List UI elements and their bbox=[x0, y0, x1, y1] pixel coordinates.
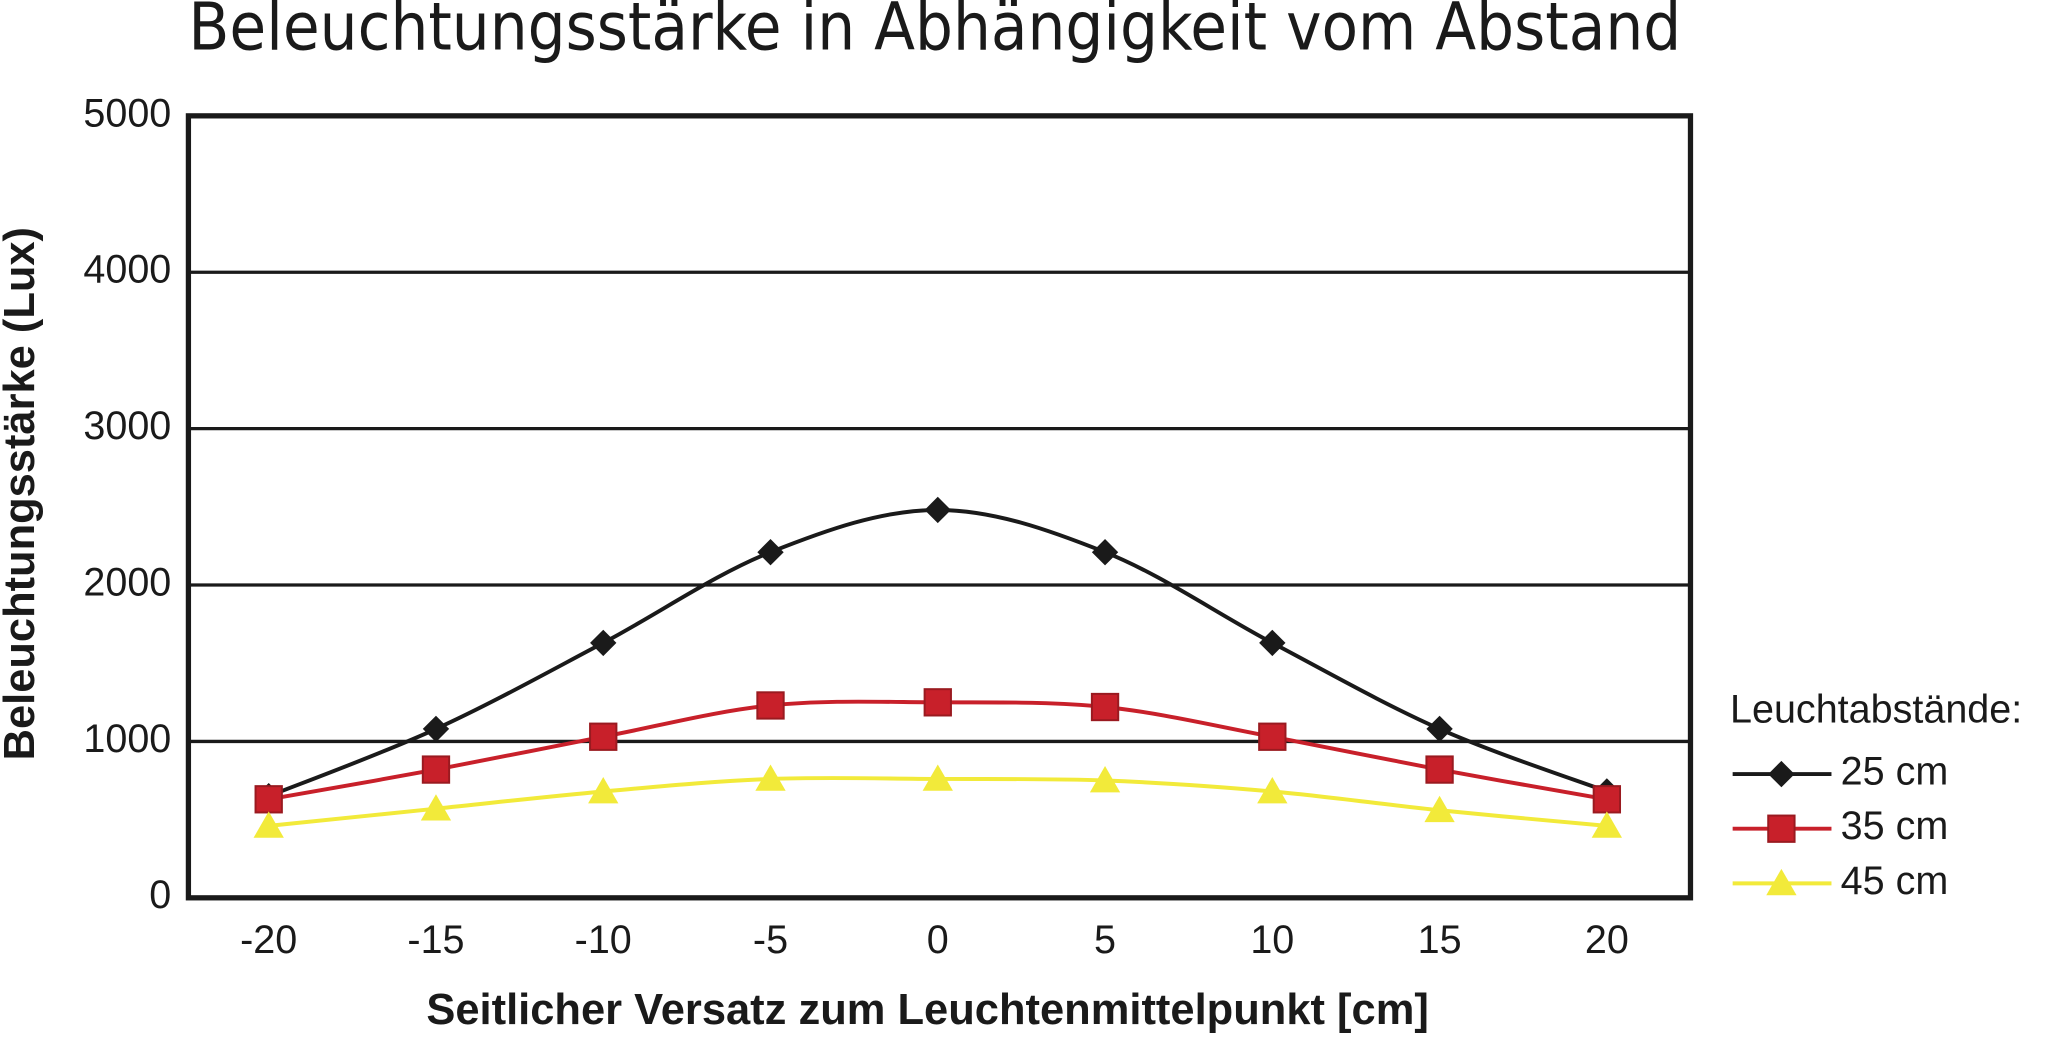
x-tick-label: -15 bbox=[407, 918, 464, 962]
x-axis-label: Seitlicher Versatz zum Leuchtenmittelpun… bbox=[426, 986, 1428, 1034]
marker bbox=[923, 688, 952, 717]
y-tick-label: 0 bbox=[149, 873, 171, 917]
x-tick-label: -20 bbox=[240, 918, 297, 962]
marker bbox=[420, 794, 452, 821]
y-tick-label: 1000 bbox=[83, 717, 171, 761]
marker bbox=[756, 691, 785, 720]
x-tick-label: 10 bbox=[1250, 918, 1294, 962]
legend-label: 35 cm bbox=[1841, 804, 1949, 848]
plot-frame bbox=[185, 113, 1694, 901]
x-tick-label: 15 bbox=[1418, 918, 1462, 962]
marker bbox=[1425, 755, 1454, 784]
marker bbox=[589, 722, 618, 751]
legend-label: 45 cm bbox=[1841, 859, 1949, 903]
marker bbox=[757, 539, 784, 566]
legend-marker bbox=[1767, 814, 1796, 843]
x-tick-label: 5 bbox=[1094, 918, 1116, 962]
marker bbox=[1089, 766, 1121, 793]
marker bbox=[1591, 811, 1623, 838]
marker bbox=[1259, 629, 1286, 657]
marker bbox=[924, 496, 951, 524]
marker bbox=[422, 715, 450, 743]
marker bbox=[1426, 715, 1453, 743]
plot bbox=[253, 496, 1623, 838]
marker bbox=[1592, 785, 1622, 814]
marker bbox=[421, 755, 451, 784]
marker bbox=[588, 776, 619, 804]
marker bbox=[253, 811, 284, 838]
marker bbox=[755, 764, 786, 791]
marker bbox=[1090, 692, 1120, 722]
legend-label: 25 cm bbox=[1841, 750, 1949, 794]
marker bbox=[922, 764, 953, 791]
x-tick-label: -10 bbox=[575, 918, 632, 962]
y-axis-label: Beleuchtungsstärke (Lux) bbox=[0, 227, 44, 760]
x-tick-label: -5 bbox=[753, 918, 788, 962]
legend-marker bbox=[1768, 760, 1795, 788]
legend-marker bbox=[1766, 868, 1797, 896]
marker bbox=[590, 629, 617, 657]
y-tick-label: 5000 bbox=[83, 91, 171, 135]
y-tick-label: 2000 bbox=[83, 560, 171, 604]
x-tick-label: 0 bbox=[927, 918, 949, 962]
series-line bbox=[267, 507, 1608, 798]
marker bbox=[1258, 722, 1287, 751]
x-tick-label: 20 bbox=[1585, 918, 1629, 962]
marker bbox=[1091, 539, 1119, 566]
y-tick-label: 4000 bbox=[83, 248, 171, 292]
chart-title: Beleuchtungsstärke in Abhängigkeit vom A… bbox=[188, 0, 1681, 66]
y-tick-label: 3000 bbox=[83, 404, 171, 448]
marker bbox=[1257, 776, 1288, 804]
legend-title: Leuchtabstände: bbox=[1730, 688, 2022, 732]
marker bbox=[254, 785, 283, 814]
marker bbox=[1424, 795, 1455, 823]
